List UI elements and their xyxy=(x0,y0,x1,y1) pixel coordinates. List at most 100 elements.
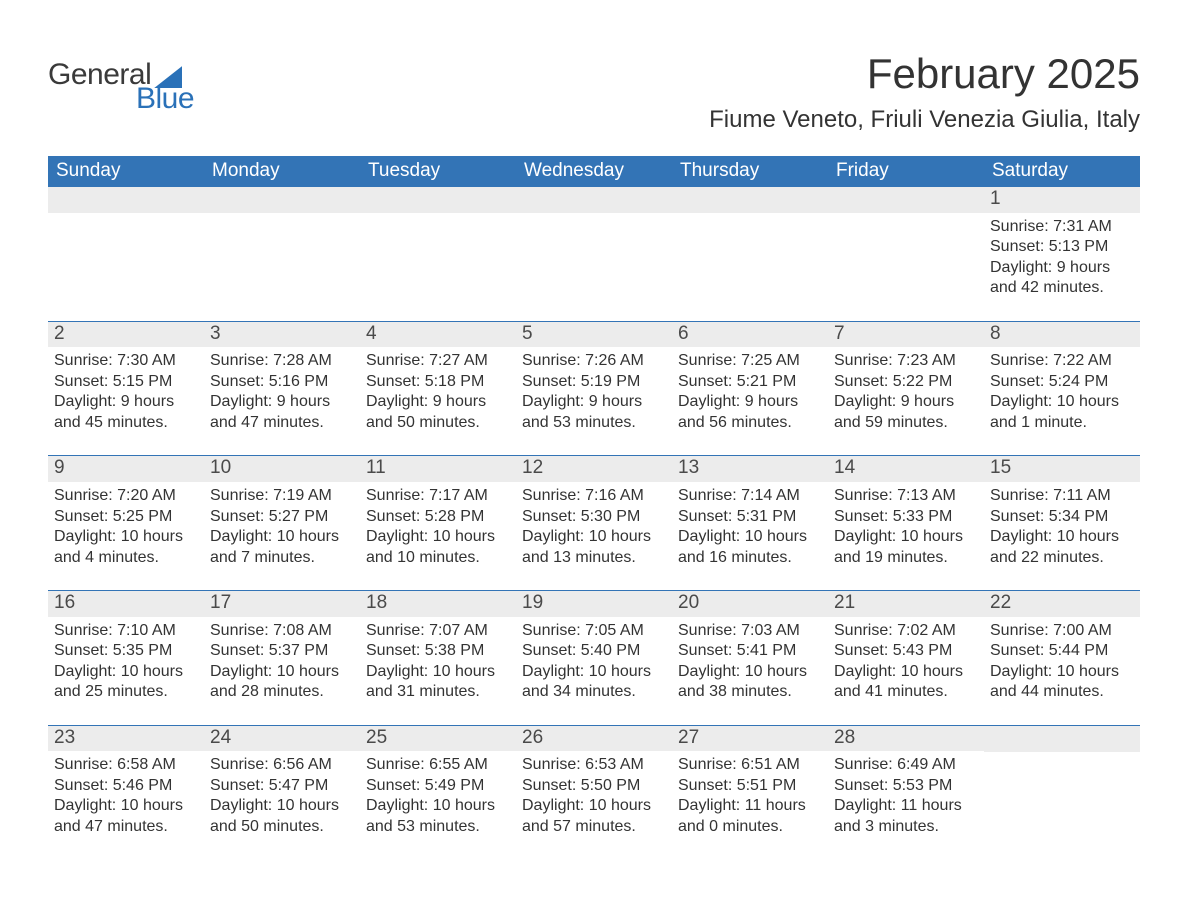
sunrise-text: Sunrise: 7:00 AM xyxy=(990,621,1134,641)
sunrise-text: Sunrise: 7:13 AM xyxy=(834,486,978,506)
day-number: 26 xyxy=(516,726,672,752)
day-cell: 9Sunrise: 7:20 AMSunset: 5:25 PMDaylight… xyxy=(48,456,204,572)
day-body: Sunrise: 7:31 AMSunset: 5:13 PMDaylight:… xyxy=(984,213,1140,303)
day-number: 24 xyxy=(204,726,360,752)
day-body: Sunrise: 6:53 AMSunset: 5:50 PMDaylight:… xyxy=(516,751,672,841)
day-cell: 3Sunrise: 7:28 AMSunset: 5:16 PMDaylight… xyxy=(204,322,360,438)
sunset-text: Sunset: 5:31 PM xyxy=(678,507,822,527)
day-number: 4 xyxy=(360,322,516,348)
day-number: 21 xyxy=(828,591,984,617)
sunrise-text: Sunrise: 7:08 AM xyxy=(210,621,354,641)
day-body: Sunrise: 7:20 AMSunset: 5:25 PMDaylight:… xyxy=(48,482,204,572)
day-number: 16 xyxy=(48,591,204,617)
day-body: Sunrise: 7:02 AMSunset: 5:43 PMDaylight:… xyxy=(828,617,984,707)
sunrise-text: Sunrise: 7:11 AM xyxy=(990,486,1134,506)
daylight-text: Daylight: 10 hours and 22 minutes. xyxy=(990,527,1134,568)
sunrise-text: Sunrise: 6:56 AM xyxy=(210,755,354,775)
daylight-text: Daylight: 9 hours and 45 minutes. xyxy=(54,392,198,433)
sunset-text: Sunset: 5:40 PM xyxy=(522,641,666,661)
sunset-text: Sunset: 5:24 PM xyxy=(990,372,1134,392)
day-cell xyxy=(984,726,1140,842)
day-body: Sunrise: 6:49 AMSunset: 5:53 PMDaylight:… xyxy=(828,751,984,841)
day-cell: 20Sunrise: 7:03 AMSunset: 5:41 PMDayligh… xyxy=(672,591,828,707)
daylight-text: Daylight: 9 hours and 59 minutes. xyxy=(834,392,978,433)
daylight-text: Daylight: 9 hours and 42 minutes. xyxy=(990,258,1134,299)
sunset-text: Sunset: 5:46 PM xyxy=(54,776,198,796)
week-row: 1Sunrise: 7:31 AMSunset: 5:13 PMDaylight… xyxy=(48,187,1140,303)
day-number: 12 xyxy=(516,456,672,482)
sunset-text: Sunset: 5:25 PM xyxy=(54,507,198,527)
day-number: 13 xyxy=(672,456,828,482)
day-number: 25 xyxy=(360,726,516,752)
day-body: Sunrise: 7:05 AMSunset: 5:40 PMDaylight:… xyxy=(516,617,672,707)
logo: General Blue xyxy=(48,58,194,116)
daylight-text: Daylight: 10 hours and 50 minutes. xyxy=(210,796,354,837)
sunrise-text: Sunrise: 7:14 AM xyxy=(678,486,822,506)
day-number xyxy=(360,187,516,213)
sunrise-text: Sunrise: 6:51 AM xyxy=(678,755,822,775)
day-cell xyxy=(48,187,204,303)
day-cell xyxy=(360,187,516,303)
sunset-text: Sunset: 5:53 PM xyxy=(834,776,978,796)
month-title: February 2025 xyxy=(709,50,1140,98)
daylight-text: Daylight: 10 hours and 57 minutes. xyxy=(522,796,666,837)
calendar: Sunday Monday Tuesday Wednesday Thursday… xyxy=(48,156,1140,841)
daylight-text: Daylight: 10 hours and 19 minutes. xyxy=(834,527,978,568)
header: General Blue February 2025 Fiume Veneto,… xyxy=(48,50,1140,134)
day-body: Sunrise: 7:13 AMSunset: 5:33 PMDaylight:… xyxy=(828,482,984,572)
day-cell: 19Sunrise: 7:05 AMSunset: 5:40 PMDayligh… xyxy=(516,591,672,707)
day-cell xyxy=(516,187,672,303)
day-body: Sunrise: 7:30 AMSunset: 5:15 PMDaylight:… xyxy=(48,347,204,437)
sunset-text: Sunset: 5:21 PM xyxy=(678,372,822,392)
daylight-text: Daylight: 10 hours and 41 minutes. xyxy=(834,662,978,703)
day-cell: 26Sunrise: 6:53 AMSunset: 5:50 PMDayligh… xyxy=(516,726,672,842)
sunrise-text: Sunrise: 7:25 AM xyxy=(678,351,822,371)
day-body: Sunrise: 7:14 AMSunset: 5:31 PMDaylight:… xyxy=(672,482,828,572)
day-number: 10 xyxy=(204,456,360,482)
sunrise-text: Sunrise: 7:26 AM xyxy=(522,351,666,371)
daylight-text: Daylight: 9 hours and 56 minutes. xyxy=(678,392,822,433)
day-body: Sunrise: 6:55 AMSunset: 5:49 PMDaylight:… xyxy=(360,751,516,841)
sunrise-text: Sunrise: 7:30 AM xyxy=(54,351,198,371)
sunrise-text: Sunrise: 7:03 AM xyxy=(678,621,822,641)
sunset-text: Sunset: 5:22 PM xyxy=(834,372,978,392)
sunrise-text: Sunrise: 7:16 AM xyxy=(522,486,666,506)
sunrise-text: Sunrise: 6:55 AM xyxy=(366,755,510,775)
sunset-text: Sunset: 5:47 PM xyxy=(210,776,354,796)
sunset-text: Sunset: 5:33 PM xyxy=(834,507,978,527)
sunset-text: Sunset: 5:27 PM xyxy=(210,507,354,527)
sunrise-text: Sunrise: 7:19 AM xyxy=(210,486,354,506)
daylight-text: Daylight: 10 hours and 10 minutes. xyxy=(366,527,510,568)
day-cell: 11Sunrise: 7:17 AMSunset: 5:28 PMDayligh… xyxy=(360,456,516,572)
daylight-text: Daylight: 10 hours and 34 minutes. xyxy=(522,662,666,703)
day-number: 6 xyxy=(672,322,828,348)
day-cell: 18Sunrise: 7:07 AMSunset: 5:38 PMDayligh… xyxy=(360,591,516,707)
daylight-text: Daylight: 10 hours and 31 minutes. xyxy=(366,662,510,703)
dow-monday: Monday xyxy=(204,156,360,187)
sunrise-text: Sunrise: 7:23 AM xyxy=(834,351,978,371)
sunrise-text: Sunrise: 7:17 AM xyxy=(366,486,510,506)
sunrise-text: Sunrise: 7:28 AM xyxy=(210,351,354,371)
day-cell: 25Sunrise: 6:55 AMSunset: 5:49 PMDayligh… xyxy=(360,726,516,842)
day-body: Sunrise: 7:17 AMSunset: 5:28 PMDaylight:… xyxy=(360,482,516,572)
day-number: 8 xyxy=(984,322,1140,348)
sunset-text: Sunset: 5:49 PM xyxy=(366,776,510,796)
dow-saturday: Saturday xyxy=(984,156,1140,187)
day-number: 2 xyxy=(48,322,204,348)
sunset-text: Sunset: 5:28 PM xyxy=(366,507,510,527)
sunset-text: Sunset: 5:35 PM xyxy=(54,641,198,661)
day-number: 9 xyxy=(48,456,204,482)
week-row: 9Sunrise: 7:20 AMSunset: 5:25 PMDaylight… xyxy=(48,455,1140,572)
day-body: Sunrise: 7:23 AMSunset: 5:22 PMDaylight:… xyxy=(828,347,984,437)
daylight-text: Daylight: 10 hours and 7 minutes. xyxy=(210,527,354,568)
day-body: Sunrise: 7:22 AMSunset: 5:24 PMDaylight:… xyxy=(984,347,1140,437)
sunset-text: Sunset: 5:50 PM xyxy=(522,776,666,796)
day-number: 23 xyxy=(48,726,204,752)
daylight-text: Daylight: 10 hours and 28 minutes. xyxy=(210,662,354,703)
daylight-text: Daylight: 11 hours and 0 minutes. xyxy=(678,796,822,837)
sunset-text: Sunset: 5:19 PM xyxy=(522,372,666,392)
day-cell: 2Sunrise: 7:30 AMSunset: 5:15 PMDaylight… xyxy=(48,322,204,438)
sunrise-text: Sunrise: 7:22 AM xyxy=(990,351,1134,371)
day-body: Sunrise: 7:19 AMSunset: 5:27 PMDaylight:… xyxy=(204,482,360,572)
day-number xyxy=(204,187,360,213)
